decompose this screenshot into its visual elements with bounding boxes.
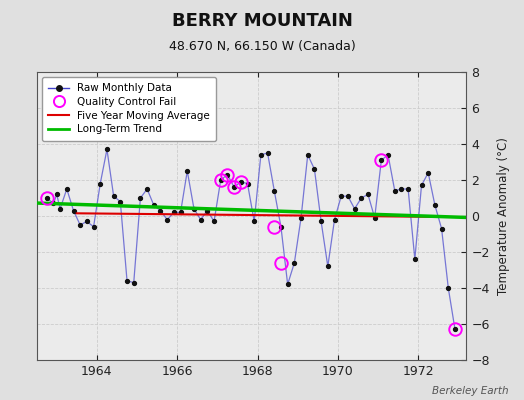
Text: BERRY MOUNTAIN: BERRY MOUNTAIN <box>171 12 353 30</box>
Y-axis label: Temperature Anomaly (°C): Temperature Anomaly (°C) <box>497 137 510 295</box>
Text: Berkeley Earth: Berkeley Earth <box>432 386 508 396</box>
Legend: Raw Monthly Data, Quality Control Fail, Five Year Moving Average, Long-Term Tren: Raw Monthly Data, Quality Control Fail, … <box>42 77 216 141</box>
Text: 48.670 N, 66.150 W (Canada): 48.670 N, 66.150 W (Canada) <box>169 40 355 53</box>
